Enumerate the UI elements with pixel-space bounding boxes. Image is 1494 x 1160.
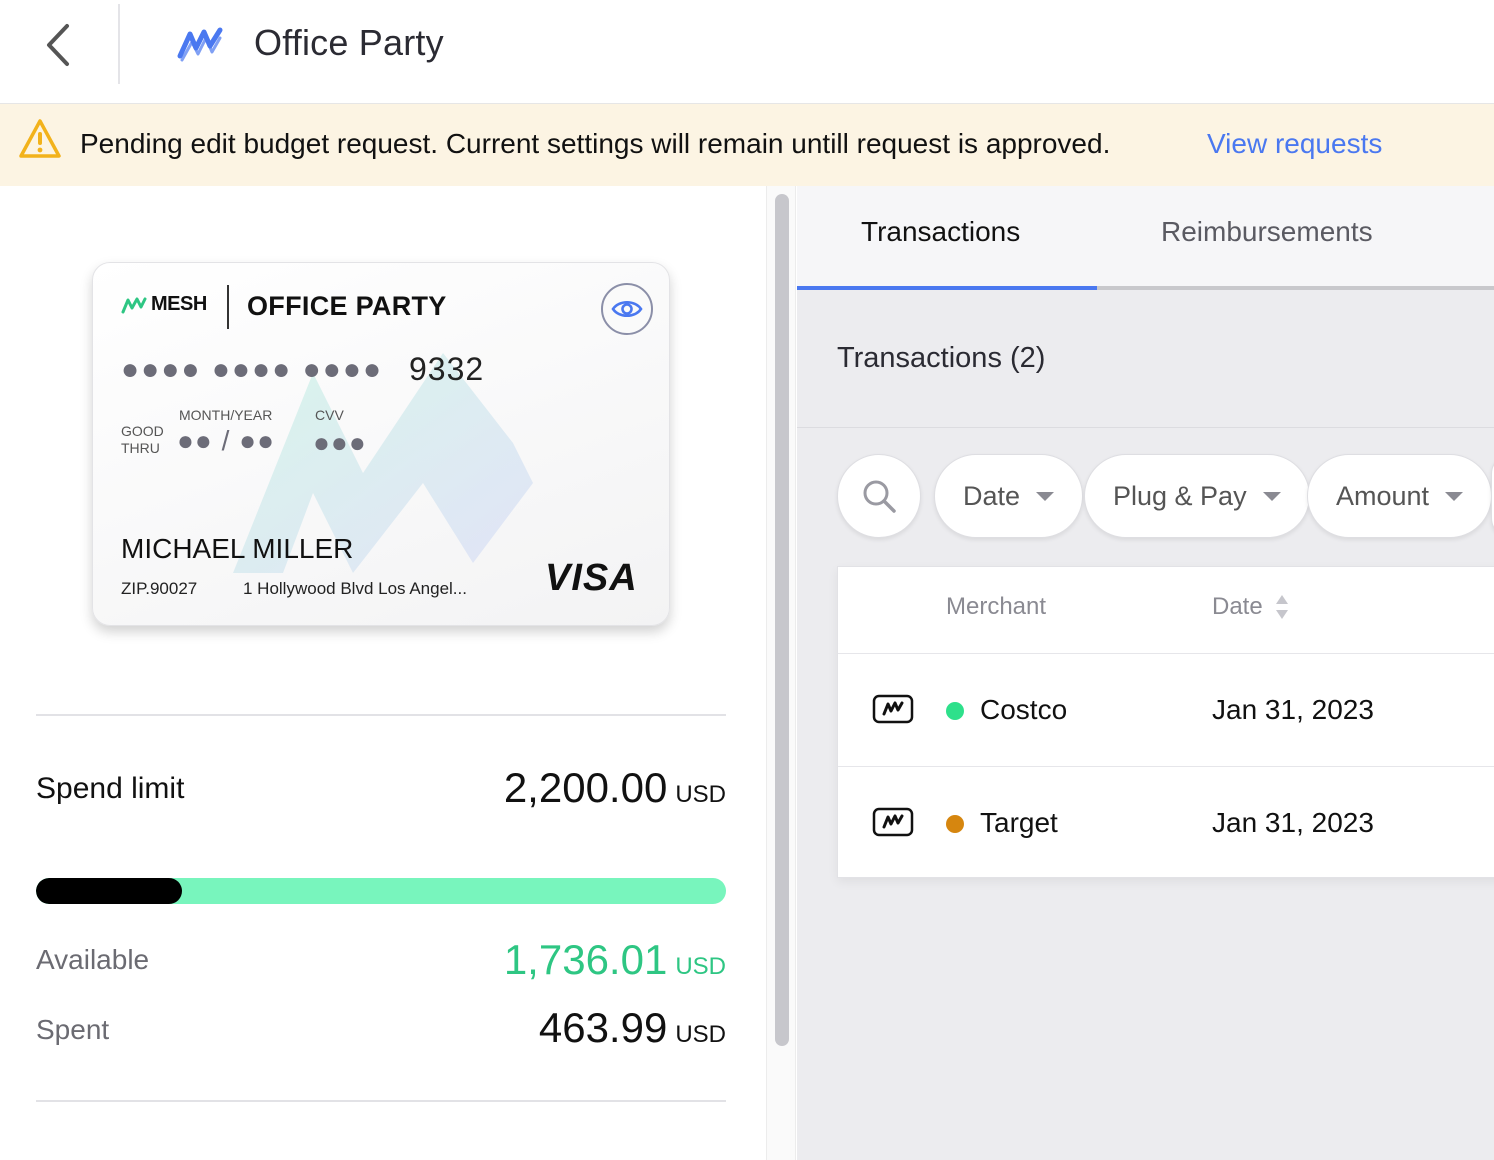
cardholder-name: MICHAEL MILLER: [121, 533, 354, 564]
currency-label: USD: [675, 781, 726, 808]
card-divider: [227, 285, 229, 329]
expiry-value: ●● / ●●: [177, 425, 275, 456]
view-requests-link[interactable]: View requests: [1207, 128, 1383, 159]
good-thru-label: GOOD THRU: [121, 423, 164, 457]
mesh-logo-icon: [121, 297, 147, 313]
tab-active-indicator: [797, 286, 1097, 290]
pending-request-banner: [0, 104, 1494, 186]
tab-transactions[interactable]: Transactions: [861, 216, 1021, 247]
card-address: 1 Hollywood Blvd Los Angel...: [243, 579, 467, 598]
plug-and-pay-filter-label: Plug & Pay: [1113, 480, 1247, 511]
back-button[interactable]: [30, 20, 86, 70]
column-header-date[interactable]: Date: [1212, 593, 1289, 621]
merchant-name: Target: [980, 807, 1058, 838]
mesh-logo-icon: [177, 27, 223, 62]
amount-filter-label: Amount: [1336, 480, 1430, 511]
currency-label: USD: [675, 953, 726, 980]
transactions-table: Merchant Date Costco Jan 31, 2023 Targe: [837, 566, 1494, 878]
page-title: Office Party: [254, 22, 444, 63]
chevron-down-icon: [1262, 491, 1281, 501]
divider: [36, 1100, 726, 1102]
available-value: 1,736.01 USD: [504, 936, 726, 984]
header-divider: [118, 4, 120, 84]
spend-limit-value: 2,200.00 USD: [504, 764, 726, 812]
search-button[interactable]: [837, 454, 921, 538]
chevron-down-icon: [1036, 491, 1055, 501]
tab-reimbursements[interactable]: Reimbursements: [1161, 216, 1373, 247]
card-last4: 9332: [409, 351, 485, 387]
spent-label: Spent: [36, 1014, 110, 1045]
column-header-date-label: Date: [1212, 593, 1263, 620]
transaction-date: Jan 31, 2023: [1212, 807, 1374, 838]
scrollbar-thumb[interactable]: [775, 194, 789, 1046]
date-filter[interactable]: Date: [934, 454, 1084, 538]
status-dot: [946, 702, 964, 720]
transactions-heading: Transactions (2): [837, 342, 1046, 374]
card-brand-name: MESH: [151, 293, 207, 315]
transactions-header: Transactions (2): [797, 290, 1494, 428]
chevron-down-icon: [1445, 491, 1464, 501]
transactions-panel: Transactions Reimbursements Transactions…: [797, 186, 1494, 1160]
spent-value: 463.99 USD: [539, 1004, 726, 1052]
currency-label: USD: [675, 1021, 726, 1048]
eye-icon: [611, 300, 643, 318]
tab-bar: Transactions Reimbursements: [797, 186, 1494, 290]
card-name: OFFICE PARTY: [247, 291, 447, 321]
app-header: Office Party: [0, 0, 1494, 104]
banner-message: Pending edit budget request. Current set…: [80, 128, 1111, 159]
available-label: Available: [36, 944, 150, 975]
card-icon: [872, 807, 914, 837]
virtual-card: MESH OFFICE PARTY ●●●● ●●●● ●●●● 9332 GO…: [92, 262, 670, 626]
transaction-date: Jan 31, 2023: [1212, 694, 1374, 725]
sort-icon: [1275, 595, 1288, 619]
good-thru-line1: GOOD: [121, 423, 164, 439]
tab-underline-track: [797, 286, 1494, 290]
card-zip: ZIP.90027: [121, 579, 198, 598]
reveal-card-button[interactable]: [601, 283, 653, 335]
cvv-label: CVV: [315, 407, 344, 423]
spend-limit-amount: 2,200.00: [503, 764, 668, 811]
spent-amount: 463.99: [538, 1004, 668, 1051]
column-header-merchant[interactable]: Merchant: [946, 593, 1047, 620]
card-icon: [872, 694, 914, 724]
available-amount: 1,736.01: [503, 936, 668, 983]
warning-icon: [19, 119, 61, 158]
scrollbar[interactable]: [766, 186, 796, 1160]
merchant-name: Costco: [980, 694, 1068, 725]
expiry-label: MONTH/YEAR: [179, 407, 273, 423]
cvv-value: ●●●: [313, 427, 367, 458]
spend-progress-fill: [36, 878, 182, 904]
plug-and-pay-filter[interactable]: Plug & Pay: [1084, 454, 1310, 538]
card-brand-logo: MESH: [121, 293, 207, 316]
good-thru-line2: THRU: [121, 440, 160, 456]
spend-progress-bar: [36, 878, 726, 904]
amount-filter[interactable]: Amount: [1307, 454, 1493, 538]
table-row[interactable]: Costco Jan 31, 2023: [838, 653, 1494, 766]
status-dot: [946, 815, 964, 833]
card-number-masked: ●●●● ●●●● ●●●●: [121, 353, 384, 386]
search-icon: [863, 480, 896, 513]
date-filter-label: Date: [963, 480, 1021, 511]
spend-limit-label: Spend limit: [36, 772, 185, 805]
visa-logo: VISA: [545, 557, 638, 599]
chevron-left-icon: [47, 24, 69, 66]
card-watermark: [233, 353, 533, 573]
table-row[interactable]: Target Jan 31, 2023: [838, 766, 1494, 879]
divider: [36, 714, 726, 716]
